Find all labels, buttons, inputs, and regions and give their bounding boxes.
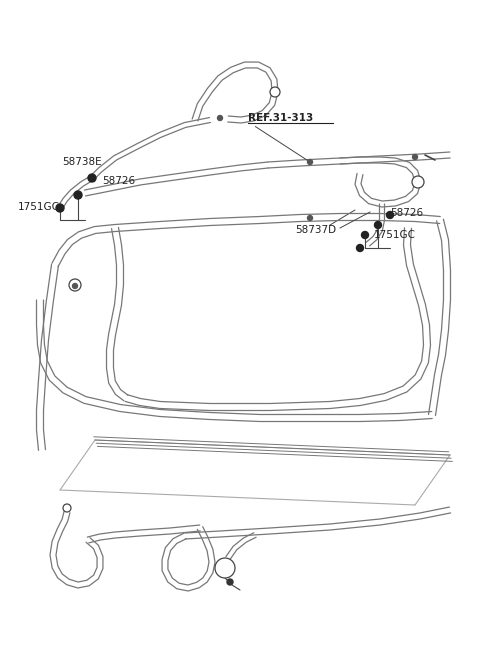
- Text: 58726: 58726: [102, 176, 135, 186]
- Circle shape: [270, 87, 280, 97]
- Text: 1751GC: 1751GC: [18, 202, 60, 212]
- Text: 58737D: 58737D: [295, 225, 336, 235]
- Circle shape: [374, 221, 382, 229]
- Circle shape: [361, 231, 369, 238]
- Text: REF.31-313: REF.31-313: [248, 113, 313, 123]
- Circle shape: [227, 579, 233, 585]
- Circle shape: [72, 284, 77, 288]
- Text: 58738E: 58738E: [62, 157, 102, 167]
- Circle shape: [308, 215, 312, 221]
- Circle shape: [215, 558, 235, 578]
- Circle shape: [69, 279, 81, 291]
- Circle shape: [357, 244, 363, 252]
- Circle shape: [217, 115, 223, 121]
- Circle shape: [88, 174, 96, 182]
- Circle shape: [74, 191, 82, 199]
- Circle shape: [386, 212, 394, 219]
- Circle shape: [56, 204, 64, 212]
- Circle shape: [63, 504, 71, 512]
- Text: 1751GC: 1751GC: [374, 230, 416, 240]
- Text: A: A: [222, 563, 228, 572]
- Text: 58726: 58726: [390, 208, 423, 218]
- Circle shape: [412, 155, 418, 160]
- Circle shape: [308, 160, 312, 164]
- Circle shape: [412, 176, 424, 188]
